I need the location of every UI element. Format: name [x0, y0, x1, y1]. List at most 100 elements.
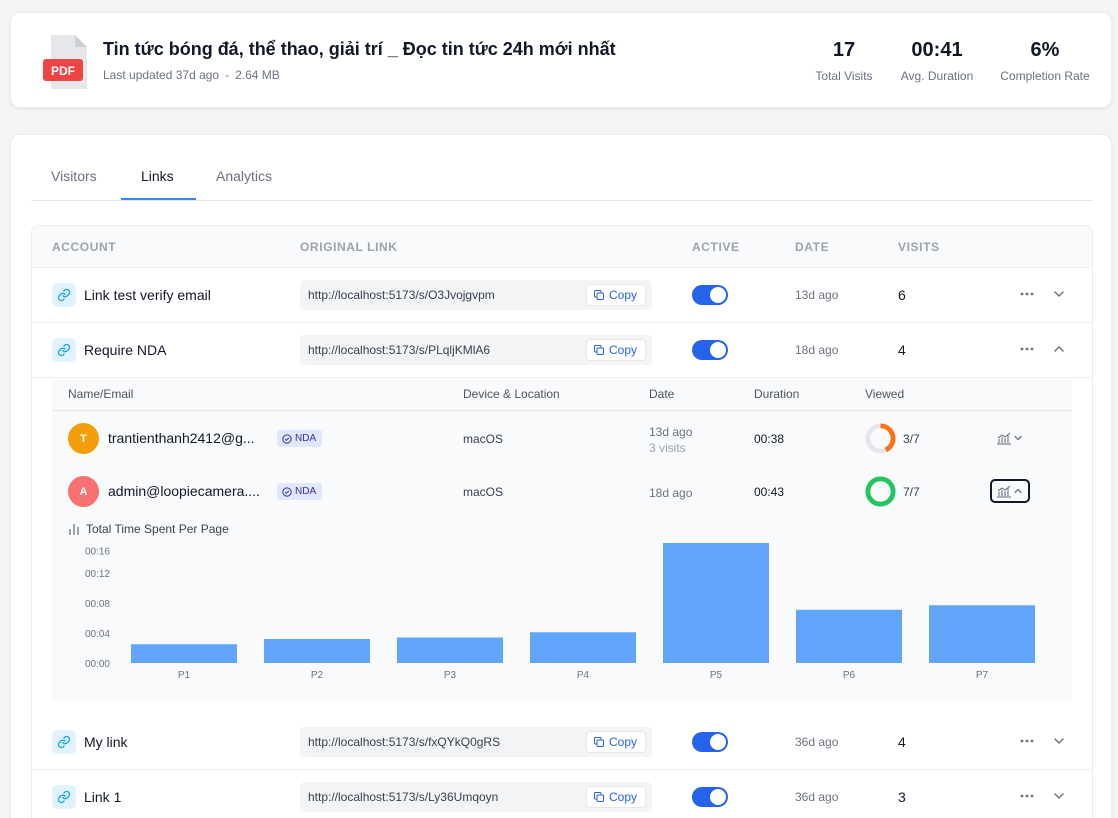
visitor-email: trantienthanh2412@g... [108, 430, 255, 446]
stat-value: 6% [1030, 39, 1060, 61]
link-date: 13d ago [795, 288, 839, 302]
active-toggle[interactable] [692, 787, 728, 807]
copy-icon [593, 792, 604, 802]
url-text: http://localhost:5173/s/PLqljKMlA6 [308, 343, 491, 357]
visitor-row[interactable]: T trantienthanh2412@g... NDA macOS 13d a… [52, 412, 1072, 464]
y-tick-label: 00:00 [85, 659, 110, 670]
copy-button[interactable]: Copy [585, 339, 646, 361]
more-options-icon[interactable] [1018, 340, 1036, 358]
table-row[interactable]: Link 1 http://localhost:5173/s/Ly36Umqoy… [32, 770, 1092, 818]
links-table: ACCOUNT ORIGINAL LINK ACTIVE DATE VISITS… [31, 225, 1093, 818]
header-name-email: Name/Email [68, 387, 134, 401]
x-tick-label: P5 [710, 670, 723, 681]
file-size-text: 2.64 MB [235, 68, 280, 82]
nda-label: NDA [295, 433, 317, 444]
url-text: http://localhost:5173/s/O3Jvojgvpm [308, 288, 495, 302]
link-date: 36d ago [795, 735, 839, 749]
nda-check-icon [282, 486, 292, 497]
copy-button[interactable]: Copy [585, 731, 646, 753]
url-field: http://localhost:5173/s/PLqljKMlA6 Copy [300, 335, 652, 365]
link-visits: 6 [898, 287, 906, 303]
chevron-up-icon [1014, 488, 1022, 494]
table-header: ACCOUNT ORIGINAL LINK ACTIVE DATE VISITS [32, 226, 1092, 268]
stat-label: Avg. Duration [900, 69, 974, 83]
nda-check-icon [282, 433, 292, 444]
donut-progress-arc [865, 423, 896, 454]
chart-title-text: Total Time Spent Per Page [86, 522, 229, 536]
copy-button[interactable]: Copy [585, 284, 646, 306]
active-toggle[interactable] [692, 732, 728, 752]
visitor-date-value: 13d ago [649, 425, 693, 439]
header-account: ACCOUNT [52, 240, 117, 254]
tab-visitors[interactable]: Visitors [51, 168, 97, 184]
visitor-stats-toggle[interactable] [990, 479, 1030, 503]
stat-avg-duration: 00:41 Avg. Duration [897, 39, 977, 83]
chart-title: Total Time Spent Per Page [68, 522, 229, 536]
stat-total-visits: 17 Total Visits [813, 39, 875, 83]
visitor-stats-toggle[interactable] [990, 426, 1030, 450]
x-tick-label: P7 [976, 670, 989, 681]
chevron-down-icon[interactable] [1050, 285, 1068, 303]
stat-completion-rate: 6% Completion Rate [997, 39, 1093, 83]
avatar: T [68, 423, 99, 454]
link-icon [52, 730, 76, 754]
table-row[interactable]: Link test verify email http://localhost:… [32, 268, 1092, 323]
visitor-visit-count: 3 visits [649, 441, 686, 455]
time-per-page-chart: 00:00 00:04 00:08 00:12 00:16 P1 P2 P3 P4 P5 P6 P7 [85, 543, 1035, 681]
chart-icon [997, 432, 1011, 445]
copy-label: Copy [608, 288, 637, 302]
more-options-icon[interactable] [1018, 285, 1036, 303]
more-options-icon[interactable] [1018, 732, 1036, 750]
links-panel: Visitors Links Analytics ACCOUNT ORIGINA… [10, 134, 1112, 818]
chevron-up-icon[interactable] [1050, 340, 1068, 358]
chart-bar [264, 639, 370, 663]
donut-progress-arc [865, 476, 896, 507]
table-row[interactable]: My link http://localhost:5173/s/fxQYkQ0g… [32, 715, 1092, 770]
visitor-date: 13d ago 3 visits [649, 424, 692, 456]
link-name: Link 1 [84, 789, 122, 805]
header-viewed: Viewed [865, 387, 905, 401]
chart-icon [997, 485, 1011, 498]
copy-icon [593, 737, 604, 747]
y-tick-label: 00:12 [85, 569, 110, 580]
chevron-down-icon[interactable] [1050, 732, 1068, 750]
last-updated-text: Last updated 37d ago [103, 68, 220, 82]
visitor-row[interactable]: A admin@loopiecamera.... NDA macOS 18d a… [52, 465, 1072, 517]
x-tick-label: P3 [444, 670, 457, 681]
tab-analytics[interactable]: Analytics [216, 168, 273, 184]
visitor-duration: 00:43 [754, 485, 785, 499]
copy-label: Copy [608, 735, 637, 749]
visitor-device: macOS [463, 432, 504, 446]
link-name: My link [84, 734, 128, 750]
copy-icon [593, 290, 604, 300]
x-tick-label: P4 [577, 670, 590, 681]
visitor-email: admin@loopiecamera.... [108, 483, 260, 499]
link-date: 36d ago [795, 790, 839, 804]
chart-bar [929, 605, 1035, 663]
active-toggle[interactable] [692, 340, 728, 360]
visitor-table-header: Name/Email Device & Location Date Durati… [52, 379, 1072, 411]
visitor-date: 18d ago [649, 486, 693, 500]
tab-bar: Visitors Links Analytics [31, 155, 1093, 201]
more-options-icon[interactable] [1018, 787, 1036, 805]
chevron-down-icon [1014, 435, 1022, 441]
y-tick-label: 00:04 [85, 629, 110, 640]
link-visits: 3 [898, 789, 906, 805]
chart-bar [397, 637, 503, 663]
chart-bar [530, 632, 636, 663]
chart-bar [663, 543, 769, 663]
nda-badge: NDA [277, 430, 323, 447]
table-row[interactable]: Require NDA http://localhost:5173/s/PLql… [32, 323, 1092, 378]
stat-value: 00:41 [911, 39, 963, 61]
url-text: http://localhost:5173/s/Ly36Umqoyn [308, 790, 499, 804]
tab-links[interactable]: Links [141, 168, 174, 184]
active-toggle[interactable] [692, 285, 728, 305]
document-meta: Last updated 37d ago -2.64 MB [103, 68, 280, 82]
visitor-duration: 00:38 [754, 432, 785, 446]
stat-label: Completion Rate [1000, 69, 1090, 83]
link-name: Link test verify email [84, 287, 211, 303]
chevron-down-icon[interactable] [1050, 787, 1068, 805]
copy-button[interactable]: Copy [585, 786, 646, 808]
header-active: ACTIVE [692, 240, 740, 254]
y-tick-label: 00:16 [85, 547, 110, 558]
